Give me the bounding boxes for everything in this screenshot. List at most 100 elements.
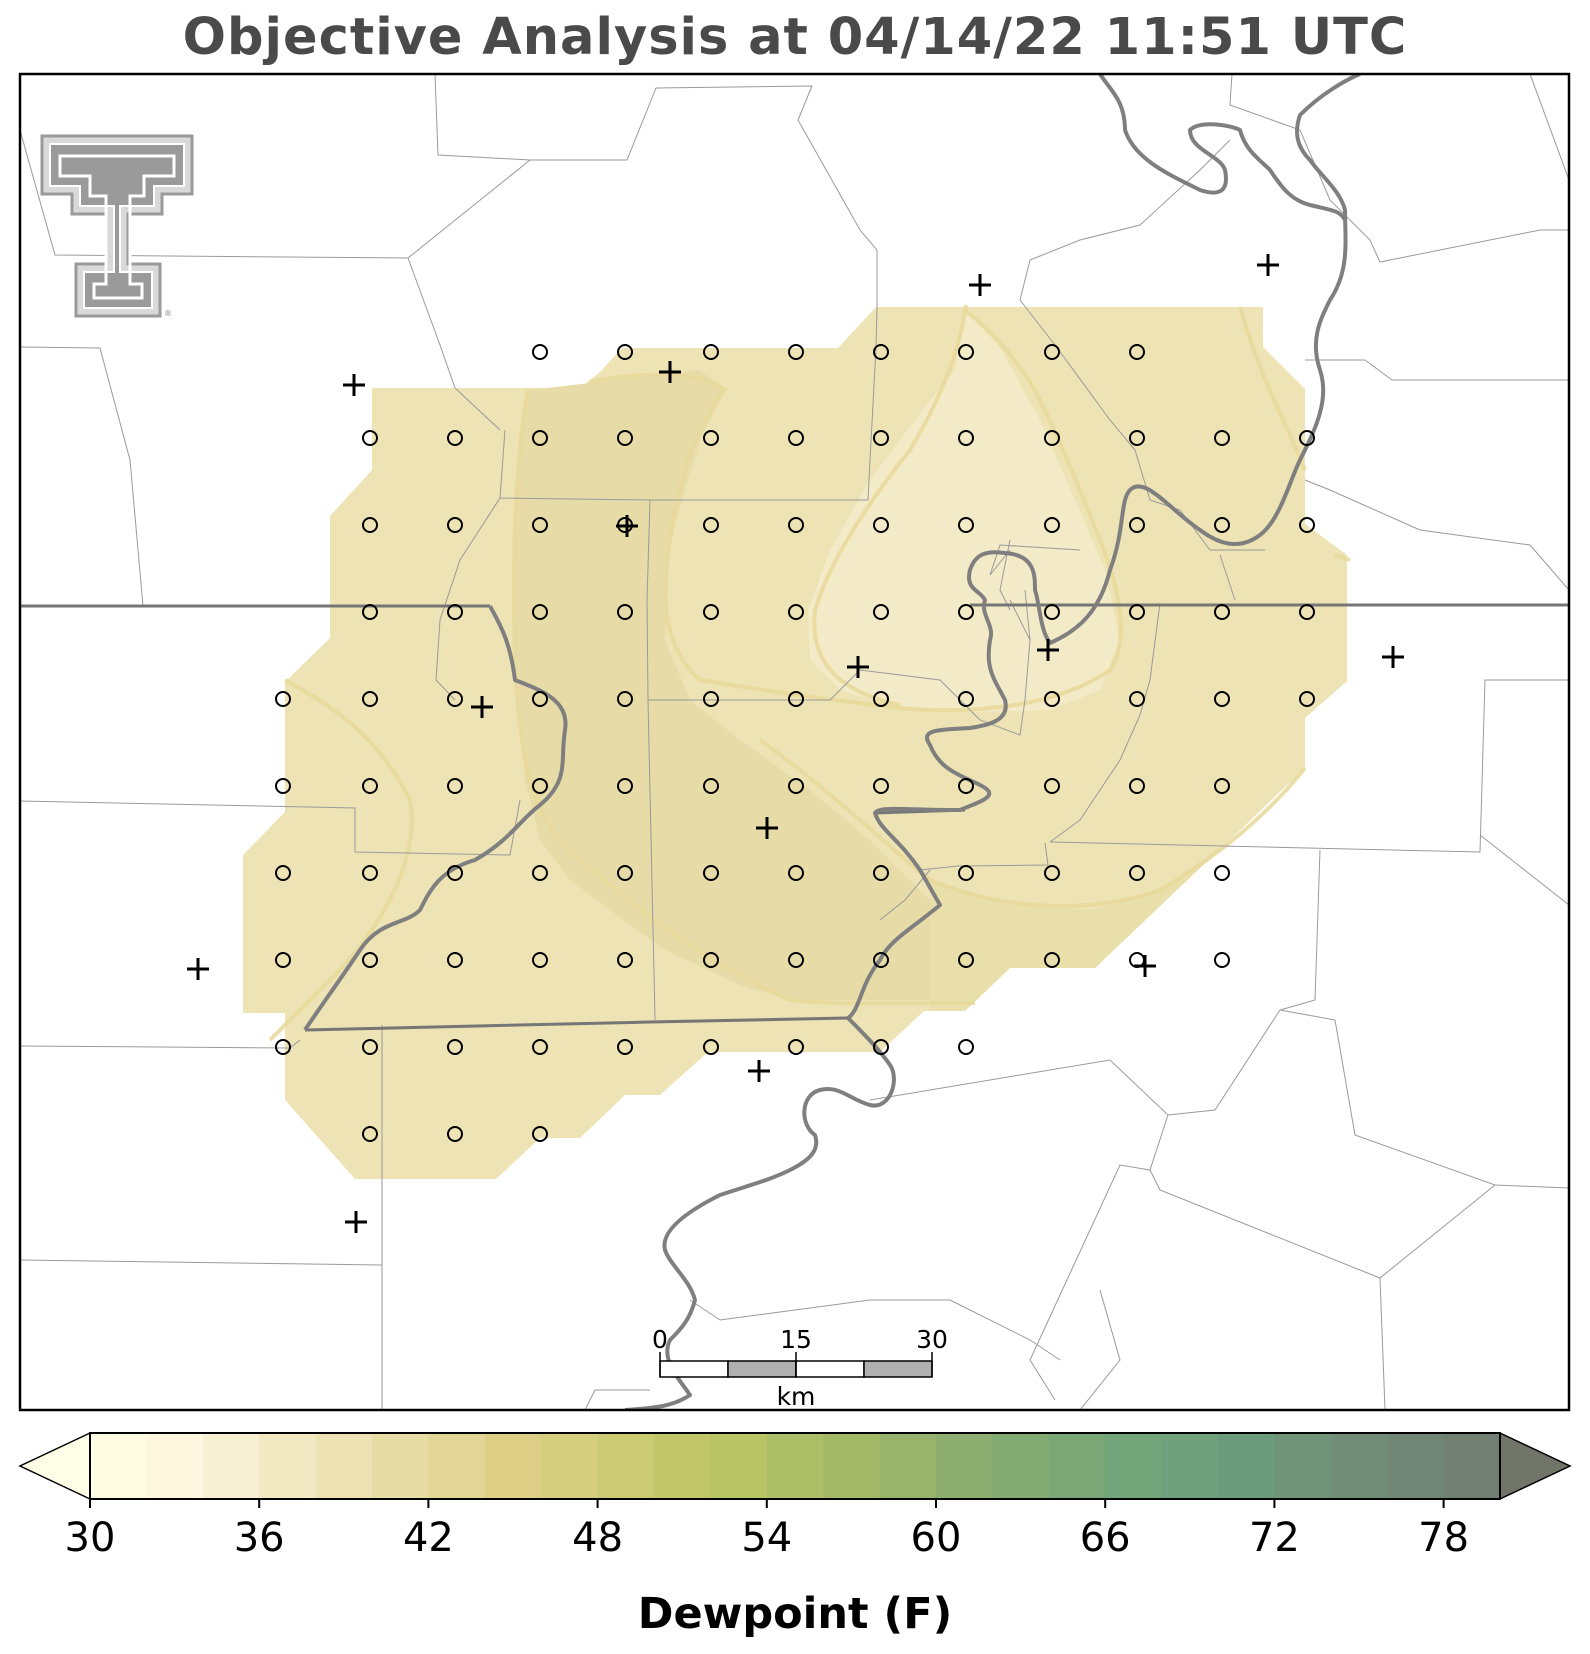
scale-tick-0: 0 (652, 1325, 668, 1354)
grid-point-marker (958, 952, 974, 968)
grid-point-marker (532, 430, 548, 446)
grid-point-marker (1214, 865, 1230, 881)
grid-point-marker (447, 691, 463, 707)
grid-point-marker (617, 865, 633, 881)
grid-point-marker (788, 344, 804, 360)
grid-point-marker (788, 430, 804, 446)
colorbar-cell (1443, 1433, 1501, 1499)
grid-point-marker (362, 952, 378, 968)
grid-point-marker (873, 952, 889, 968)
grid-point-marker (1214, 691, 1230, 707)
colorbar-cell (428, 1433, 486, 1499)
rivers (303, 74, 1361, 1410)
page-title: Objective Analysis at 04/14/22 11:51 UTC (182, 8, 1408, 67)
grid-point-marker (703, 778, 719, 794)
grid-point-marker (275, 1039, 291, 1055)
grid-point-marker (1044, 778, 1060, 794)
colorbar-tick-label: 42 (403, 1515, 454, 1561)
grid-point-marker (1129, 691, 1145, 707)
grid-point-marker (1299, 691, 1315, 707)
grid-point-marker (617, 1039, 633, 1055)
grid-point-marker (362, 604, 378, 620)
station-marker (471, 696, 493, 718)
grid-point-marker (703, 952, 719, 968)
grid-point-marker (788, 1039, 804, 1055)
colorbar-tick-label: 30 (65, 1515, 116, 1561)
grid-point-marker (1044, 691, 1060, 707)
grid-point-marker (532, 691, 548, 707)
grid-point-marker (873, 691, 889, 707)
grid-point-marker (447, 952, 463, 968)
station-marker (1134, 955, 1156, 977)
grid-point-marker (873, 430, 889, 446)
grid-point-marker (1299, 430, 1315, 446)
grid-point-marker (532, 778, 548, 794)
grid-point-marker (532, 1039, 548, 1055)
colorbar-frame (89, 1432, 1501, 1500)
grid-point-marker (958, 691, 974, 707)
grid-point-marker (532, 865, 548, 881)
grid-point-marker (873, 517, 889, 533)
grid-point-marker (1299, 604, 1315, 620)
grid-point-marker (617, 691, 633, 707)
grid-point-marker (788, 604, 804, 620)
grid-points (275, 344, 1315, 1142)
grid-point-marker (958, 517, 974, 533)
grid-point-marker (1044, 430, 1060, 446)
colorbar-cell (1330, 1433, 1388, 1499)
grid-point-marker (447, 517, 463, 533)
station-marker (343, 374, 365, 396)
grid-point-marker (447, 865, 463, 881)
grid-point-marker (617, 778, 633, 794)
grid-point-marker (703, 691, 719, 707)
colorbar-cell (202, 1433, 260, 1499)
grid-point-marker (873, 344, 889, 360)
colorbar-cell (1274, 1433, 1332, 1499)
grid-point-marker (1214, 517, 1230, 533)
colorbar-cell (372, 1433, 429, 1499)
grid-point-marker (275, 865, 291, 881)
colorbar-extend-over (1499, 1431, 1572, 1501)
colorbar-cell (90, 1433, 147, 1499)
grid-point-marker (1044, 952, 1060, 968)
grid-point-marker (1129, 430, 1145, 446)
colorbar-tick-label: 72 (1249, 1515, 1300, 1561)
grid-point-marker (447, 604, 463, 620)
grid-point-marker (362, 691, 378, 707)
colorbar-cell (1387, 1433, 1445, 1499)
grid-point-marker (703, 604, 719, 620)
colorbar-tick-label: 54 (741, 1515, 792, 1561)
colorbar-cell (710, 1433, 768, 1499)
grid-point-marker (703, 517, 719, 533)
colorbar-label: Dewpoint (F) (638, 1589, 952, 1639)
analysis-fill-band-se (930, 768, 1305, 1011)
grid-point-marker (362, 517, 378, 533)
colorbar-cell (1161, 1433, 1219, 1499)
grid-point-marker (1044, 865, 1060, 881)
grid-point-marker (1044, 517, 1060, 533)
grid-point-marker (1129, 865, 1145, 881)
grid-point-marker (275, 778, 291, 794)
map-frame (18, 72, 1571, 1412)
colorbar-tick-label: 48 (572, 1515, 623, 1561)
grid-point-marker (617, 604, 633, 620)
grid-point-marker (275, 952, 291, 968)
station-marker (1382, 646, 1404, 668)
colorbar-tick-label: 60 (911, 1515, 962, 1561)
grid-point-marker (788, 691, 804, 707)
analysis-fill-light-core (808, 310, 1120, 712)
grid-point-marker (532, 1126, 548, 1142)
grid-point-marker (1129, 344, 1145, 360)
scale-unit: km (777, 1382, 816, 1411)
grid-point-marker (532, 604, 548, 620)
dewpoint-contours (268, 304, 1351, 1042)
colorbar-cell (766, 1433, 824, 1499)
colorbar-cell (654, 1433, 711, 1499)
grid-point-marker (703, 344, 719, 360)
grid-point-marker (873, 1039, 889, 1055)
colorbar-ticks: 30 36 42 48 54 60 66 72 78 (65, 1499, 1469, 1561)
colorbar-cell (1048, 1433, 1106, 1499)
state-borders (20, 603, 1569, 1032)
